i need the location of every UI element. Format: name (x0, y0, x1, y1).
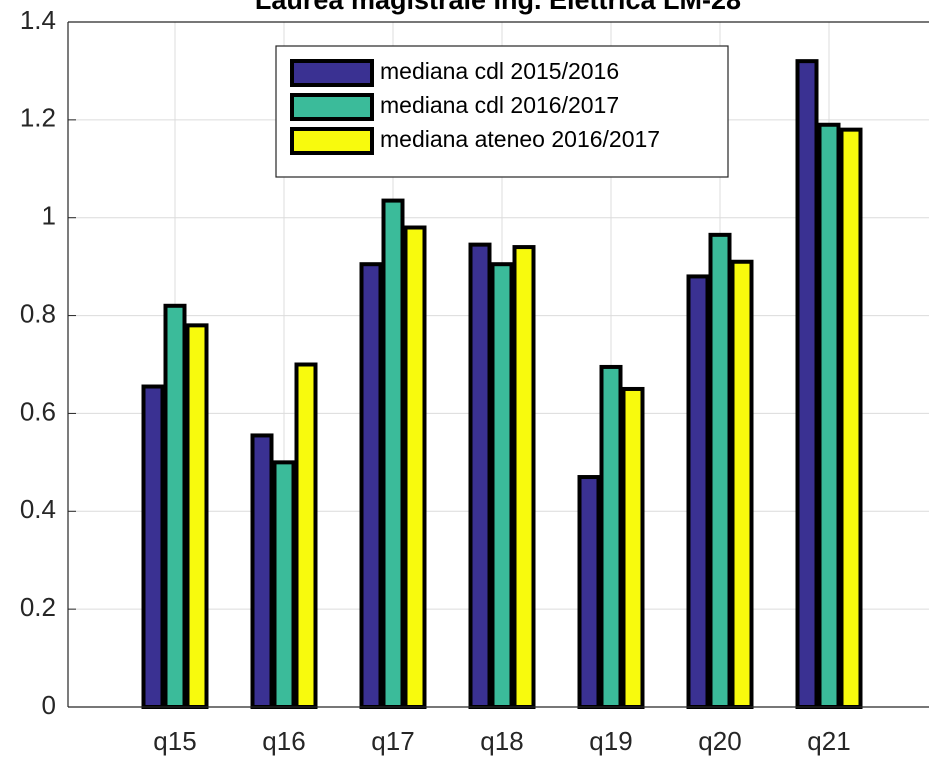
x-tick-label: q18 (480, 726, 523, 756)
y-tick-label: 1.4 (20, 5, 56, 35)
x-tick-label: q15 (153, 726, 196, 756)
bar (403, 225, 427, 709)
bar (141, 384, 165, 709)
bar (359, 262, 383, 709)
y-tick-label: 0.6 (20, 396, 56, 426)
x-tick-label: q19 (589, 726, 632, 756)
legend: mediana cdl 2015/2016 mediana cdl 2016/20… (275, 45, 729, 178)
bar (294, 362, 318, 709)
x-tick-label: q16 (262, 726, 305, 756)
legend-label: mediana cdl 2015/2016 (380, 58, 619, 84)
bar (468, 242, 492, 709)
bar (817, 122, 841, 709)
legend-label: mediana ateneo 2016/2017 (380, 126, 660, 152)
bar (730, 259, 754, 709)
y-tick-label: 1.2 (20, 103, 56, 133)
x-tick-label: q20 (698, 726, 741, 756)
bar (250, 433, 274, 709)
legend-swatch (290, 127, 374, 155)
y-tick-label: 0.4 (20, 494, 56, 524)
chart-title: Laurea magistrale Ing. Elettrica LM-28 (255, 0, 741, 15)
bar (708, 232, 732, 709)
y-tick-label: 1 (42, 201, 56, 231)
bar (686, 274, 710, 709)
y-tick-label: 0.2 (20, 592, 56, 622)
legend-swatch (290, 93, 374, 121)
y-tick-label: 0 (42, 690, 56, 720)
bar (621, 386, 645, 709)
bar (512, 245, 536, 709)
bar (795, 59, 819, 709)
x-tick-label: q17 (371, 726, 414, 756)
bar (381, 198, 405, 709)
bar (490, 262, 514, 709)
x-tick-label: q21 (807, 726, 850, 756)
bar (599, 364, 623, 709)
bar (185, 323, 209, 709)
bar (163, 303, 187, 709)
legend-swatch (290, 59, 374, 87)
bar (272, 460, 296, 709)
legend-label: mediana cdl 2016/2017 (380, 92, 619, 118)
bar (577, 475, 601, 709)
y-tick-label: 0.8 (20, 298, 56, 328)
bar (839, 127, 863, 709)
